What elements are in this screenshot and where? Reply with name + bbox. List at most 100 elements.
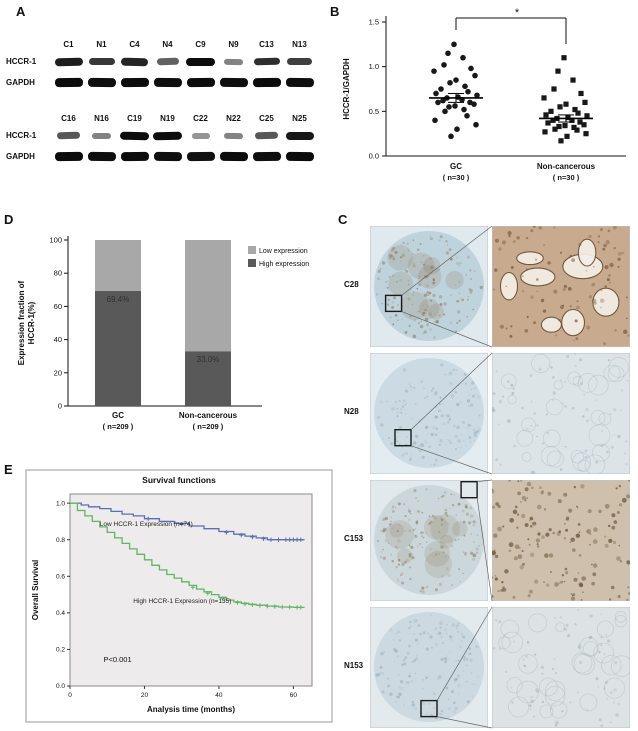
tissue-dot <box>440 710 444 713</box>
tissue-dot <box>436 454 438 456</box>
nucleus-dot <box>552 531 555 535</box>
tissue-dot <box>469 658 473 662</box>
tissue-core <box>374 358 484 468</box>
nucleus-dot <box>533 321 537 325</box>
tissue-dot <box>422 292 425 295</box>
nucleus-dot <box>519 480 523 482</box>
nucleus-dot <box>625 296 628 299</box>
tissue-dot <box>431 425 436 429</box>
nucleus-dot <box>610 585 615 590</box>
data-point <box>465 88 471 95</box>
stain-blotch <box>385 520 415 549</box>
tissue-dot <box>444 444 447 446</box>
tissue-dot <box>376 415 381 420</box>
nucleus-dot <box>563 537 567 540</box>
chart-title: Survival functions <box>142 475 216 485</box>
hccr1-band <box>119 131 150 140</box>
tissue-dot <box>414 403 417 405</box>
tissue-dot <box>429 299 433 302</box>
nucleus-dot <box>497 589 500 593</box>
tissue-dot <box>439 626 442 629</box>
tissue-dot <box>395 695 399 698</box>
nucleus-dot <box>512 240 516 243</box>
nucleus-dot <box>531 470 536 474</box>
gapdh-band <box>252 77 281 88</box>
nucleus-dot <box>547 491 552 496</box>
ihc-core-image <box>370 480 488 601</box>
tissue-dot <box>453 424 456 428</box>
nucleus-dot <box>563 627 567 631</box>
hccr1-band <box>156 57 179 66</box>
nucleus-dot <box>539 486 542 490</box>
nucleus-dot <box>534 258 538 261</box>
tissue-dot <box>450 638 453 641</box>
tissue-dot <box>473 270 476 272</box>
nucleus-dot <box>609 598 612 601</box>
nucleus-dot <box>598 509 602 514</box>
data-point <box>433 90 439 97</box>
nucleus-dot <box>593 266 595 268</box>
tissue-dot <box>457 384 460 386</box>
lane-label: C22 <box>193 114 208 123</box>
nucleus-dot <box>524 329 529 333</box>
tissue-dot <box>407 518 411 522</box>
stain-blotch <box>452 521 468 537</box>
censor-mark <box>190 585 196 590</box>
data-point <box>551 86 557 92</box>
tissue-dot <box>388 275 391 279</box>
nucleus-dot <box>498 620 502 624</box>
tissue-dot <box>425 647 429 651</box>
band-cell <box>283 51 316 72</box>
band-cell <box>283 72 316 93</box>
nucleus-dot <box>536 424 539 427</box>
gapdh-band <box>54 151 83 162</box>
nucleus-dot <box>527 594 531 598</box>
tissue-dot <box>391 305 395 309</box>
nucleus-dot <box>587 509 592 514</box>
nucleus-dot <box>526 268 528 271</box>
tissue-dot <box>398 692 402 696</box>
tissue-dot <box>456 385 458 387</box>
tissue-dot <box>454 680 457 683</box>
tissue-dot <box>432 387 435 390</box>
data-point <box>582 99 588 105</box>
tissue-dot <box>463 534 466 537</box>
tissue-dot <box>439 403 441 406</box>
nucleus-dot <box>510 266 514 269</box>
tissue-dot <box>405 389 408 393</box>
ihc-row: N28 <box>344 350 636 477</box>
censor-mark <box>298 605 303 610</box>
nucleus-dot <box>598 235 601 237</box>
cell-outline <box>500 373 517 390</box>
nucleus-dot <box>502 586 505 589</box>
tissue-dot <box>417 510 420 513</box>
nucleus-dot <box>621 497 627 503</box>
tissue-dot <box>459 262 462 265</box>
tissue-dot <box>472 524 475 527</box>
tissue-dot <box>465 658 469 661</box>
nucleus-dot <box>620 389 624 392</box>
tissue-dot <box>456 627 458 630</box>
tissue-dot <box>475 547 479 551</box>
data-point <box>578 90 584 97</box>
nucleus-dot <box>606 698 609 700</box>
tissue-dot <box>396 407 399 410</box>
nucleus-dot <box>545 532 550 537</box>
nucleus-dot <box>554 671 557 675</box>
censor-mark <box>224 530 229 535</box>
data-point <box>569 117 575 123</box>
tissue-dot <box>439 621 443 625</box>
tissue-dot <box>409 620 412 624</box>
tissue-dot <box>421 511 424 514</box>
nucleus-dot <box>592 539 598 544</box>
tissue-dot <box>397 630 401 634</box>
ihc-zoom-image <box>492 353 630 474</box>
data-point <box>555 68 561 74</box>
tissue-dot <box>391 255 395 260</box>
nucleus-dot <box>570 593 573 595</box>
gapdh-band <box>252 151 281 162</box>
data-point <box>432 117 438 124</box>
nucleus-dot <box>613 408 617 412</box>
data-point <box>558 138 564 144</box>
tissue-dot <box>427 294 430 296</box>
